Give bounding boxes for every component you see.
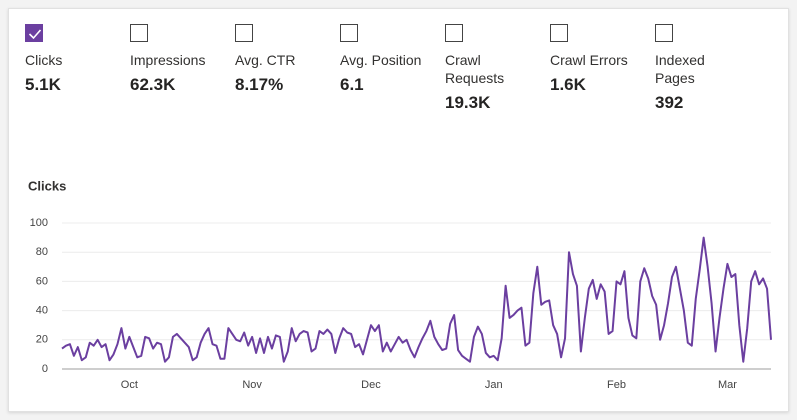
metric-label: Indexed Pages [655, 52, 705, 86]
metric-value: 5.1K [25, 75, 61, 94]
metric[interactable]: Crawl Errors 1.6K [550, 24, 650, 95]
checkbox[interactable] [655, 24, 673, 42]
y-tick-label: 0 [42, 363, 48, 375]
y-tick-label: 100 [30, 217, 48, 229]
metric[interactable]: Clicks 5.1K [25, 24, 125, 95]
metric-value: 62.3K [130, 75, 176, 94]
metric[interactable]: Indexed Pages 392 [655, 24, 717, 113]
checkbox[interactable] [25, 24, 43, 42]
metric[interactable]: Avg. Position 6.1 [340, 24, 440, 95]
y-tick-label: 80 [36, 246, 48, 258]
checkbox[interactable] [340, 24, 358, 42]
metric-label: Avg. Position [340, 52, 422, 68]
metric[interactable]: Crawl Requests 19.3K [445, 24, 507, 113]
metric-value: 19.3K [445, 93, 491, 112]
x-tick-label: Mar [718, 379, 737, 391]
metric-value: 8.17% [235, 75, 284, 94]
card [8, 8, 789, 412]
metric-label: Impressions [130, 52, 206, 68]
x-tick-label: Jan [485, 379, 503, 391]
x-tick-label: Nov [242, 379, 262, 391]
metric-label: Crawl Requests [445, 52, 505, 86]
x-tick-label: Feb [607, 379, 626, 391]
x-tick-label: Oct [121, 379, 138, 391]
y-tick-label: 60 [36, 275, 48, 287]
clicks-line [61, 236, 772, 363]
checkbox[interactable] [235, 24, 253, 42]
check-mark [28, 29, 42, 40]
checkbox[interactable] [550, 24, 568, 42]
x-tick-label: Dec [361, 379, 381, 391]
metric[interactable]: Avg. CTR 8.17% [235, 24, 335, 95]
metric-value: 392 [655, 93, 684, 112]
y-tick-label: 40 [36, 305, 48, 317]
metric-value: 1.6K [550, 75, 586, 94]
chart-title: Clicks [28, 178, 66, 193]
checkbox[interactable] [445, 24, 463, 42]
y-tick-label: 20 [36, 334, 48, 346]
metric-value: 6.1 [340, 75, 364, 94]
metric-label: Avg. CTR [235, 52, 296, 68]
checkbox[interactable] [130, 24, 148, 42]
metric-label: Clicks [25, 52, 63, 68]
metric-label: Crawl Errors [550, 52, 628, 68]
metric[interactable]: Impressions 62.3K [130, 24, 230, 95]
check-icon [28, 29, 42, 40]
